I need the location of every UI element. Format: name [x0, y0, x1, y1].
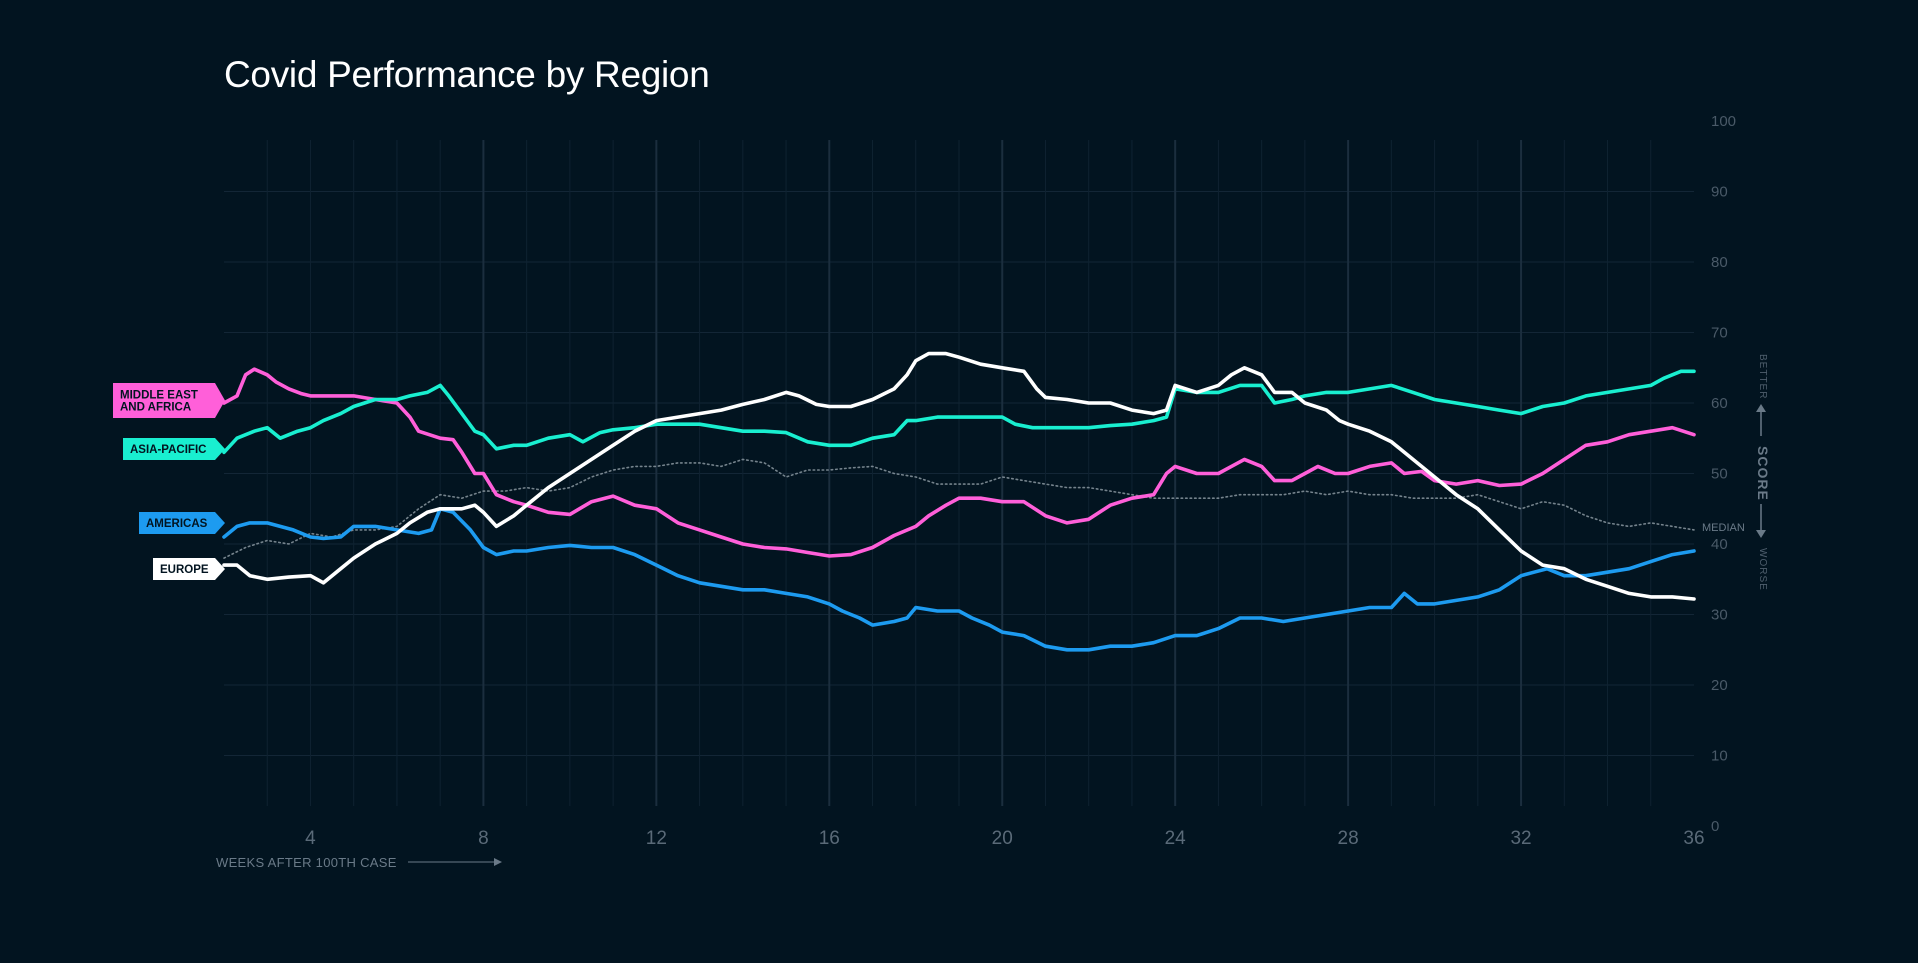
- y-axis-direction: BETTER SCORE WORSE: [1755, 354, 1771, 591]
- y-axis: 0 10 20 30 40 50 60 70 80 90 100: [1711, 113, 1736, 835]
- x-tick-label: 8: [478, 828, 489, 849]
- x-axis-note: WEEKS AFTER 100TH CASE: [216, 855, 502, 870]
- region-label-text: AND AFRICA: [120, 402, 191, 414]
- grid: [224, 140, 1694, 806]
- region-label-tag: [153, 558, 225, 580]
- x-axis: 4 8 12 16 20 24 28 32 36: [305, 828, 1704, 849]
- y-tick-label: 60: [1711, 395, 1728, 412]
- up-arrow-icon: [1756, 404, 1766, 412]
- x-tick-label: 28: [1338, 828, 1359, 849]
- score-label: SCORE: [1755, 446, 1771, 501]
- region-label-text: EUROPE: [160, 564, 209, 576]
- x-tick-label: 4: [305, 828, 316, 849]
- x-tick-label: 12: [646, 828, 667, 849]
- y-tick-label: 100: [1711, 113, 1736, 130]
- y-tick-label: 70: [1711, 325, 1728, 342]
- series-group: [222, 351, 1696, 652]
- series-line-americas: [222, 507, 1696, 652]
- region-label-europe: EUROPE: [153, 558, 225, 580]
- region-label-text: ASIA-PACIFIC: [130, 444, 206, 456]
- region-label-text: AMERICAS: [146, 518, 208, 530]
- chart-title: Covid Performance by Region: [224, 54, 710, 95]
- region-label-tag: [139, 512, 225, 534]
- x-tick-label: 32: [1510, 828, 1531, 849]
- series-line-median: [223, 458, 1695, 559]
- region-label-tag: [113, 383, 225, 418]
- x-tick-label: 24: [1165, 828, 1187, 849]
- series-line-middle-east-and-africa: [222, 367, 1696, 558]
- x-tick-label: 20: [992, 828, 1013, 849]
- y-tick-label: 80: [1711, 254, 1728, 271]
- y-tick-label: 10: [1711, 748, 1728, 765]
- y-tick-label: 50: [1711, 466, 1728, 483]
- y-tick-label: 40: [1711, 536, 1728, 553]
- y-tick-label: 90: [1711, 184, 1728, 201]
- region-label-tag: [123, 438, 225, 460]
- x-tick-label: 16: [819, 828, 840, 849]
- series-line-europe: [222, 351, 1696, 601]
- y-tick-label: 0: [1711, 818, 1719, 835]
- down-arrow-icon: [1756, 530, 1766, 538]
- region-label-text: MIDDLE EAST: [120, 390, 198, 402]
- series-line-asia-pacific: [222, 369, 1696, 455]
- region-label-asia-pacific: ASIA-PACIFIC: [123, 438, 225, 460]
- worse-label: WORSE: [1757, 548, 1768, 591]
- x-tick-label: 36: [1683, 828, 1704, 849]
- x-axis-label: WEEKS AFTER 100TH CASE: [216, 855, 397, 870]
- y-tick-label: 30: [1711, 607, 1728, 624]
- median-label: MEDIAN: [1702, 522, 1745, 534]
- y-tick-label: 20: [1711, 677, 1728, 694]
- x-axis-arrow-icon: [494, 858, 502, 866]
- region-label-americas: AMERICAS: [139, 512, 225, 534]
- better-label: BETTER: [1757, 354, 1768, 399]
